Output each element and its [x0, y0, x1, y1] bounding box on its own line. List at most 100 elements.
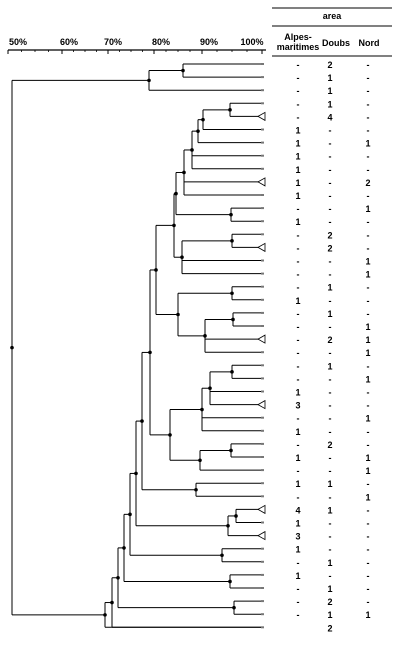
table-cell: - [329, 152, 332, 162]
leaf-marker [261, 429, 264, 432]
leaf-marker [261, 207, 264, 210]
leaf-marker [261, 154, 264, 157]
dendrogram-node [228, 579, 232, 584]
table-cell: 1 [365, 335, 370, 345]
dendrogram-leaves [257, 63, 266, 629]
leaf-marker [261, 416, 264, 419]
table-cell: - [367, 152, 370, 162]
table-cell: - [297, 414, 300, 424]
table-cell: - [367, 558, 370, 568]
table-cell: 2 [365, 178, 370, 188]
table-cell: 1 [295, 571, 300, 581]
table-cell: 2 [327, 230, 332, 240]
dendrogram-node [140, 419, 144, 423]
dendrogram-node [110, 600, 114, 605]
table-cell: 1 [295, 178, 300, 188]
dendrogram-node [181, 68, 185, 73]
dendrogram-node [208, 386, 212, 391]
table-cell: 1 [365, 492, 370, 502]
table-cell: 1 [295, 296, 300, 306]
leaf-cluster-marker [257, 334, 266, 344]
table-cell: 1 [365, 414, 370, 424]
dendrogram-node [134, 471, 138, 476]
table-cell: 1 [327, 86, 332, 96]
table-cell: 1 [295, 126, 300, 136]
table-cell: 3 [295, 401, 300, 411]
table-cell: - [297, 86, 300, 96]
table-cell: - [297, 243, 300, 253]
leaf-marker [261, 76, 264, 79]
table-cell: - [367, 296, 370, 306]
table-cell: 1 [295, 388, 300, 398]
table-cell: 1 [295, 427, 300, 437]
dendrogram-node [226, 523, 230, 528]
table-cell: - [329, 414, 332, 424]
scale-tick-label: 80% [152, 37, 170, 47]
table-cell: - [297, 361, 300, 371]
area-table-header: area Alpes- maritimes Doubs Nord [272, 7, 392, 57]
table-cell: - [367, 361, 370, 371]
table-cell: - [329, 571, 332, 581]
table-cell: 1 [295, 545, 300, 555]
table-cell: - [329, 427, 332, 437]
column-header-doubs: Doubs [322, 38, 350, 48]
table-cell: - [297, 99, 300, 109]
table-cell: 1 [327, 73, 332, 83]
leaf-marker [261, 377, 264, 380]
dendrogram-nodes [10, 68, 238, 617]
table-cell: - [297, 335, 300, 345]
table-cell: 1 [295, 217, 300, 227]
table-cell: 1 [327, 584, 332, 594]
table-cell: - [329, 453, 332, 463]
leaf-marker [261, 469, 264, 472]
dendrogram-node [220, 553, 224, 558]
dendrogram-node [234, 514, 238, 518]
table-cell: 1 [295, 453, 300, 463]
leaf-marker [261, 325, 264, 327]
table-cell: - [367, 126, 370, 136]
table-cell: - [329, 217, 332, 227]
table-cell: - [367, 243, 370, 253]
table-cell: - [297, 322, 300, 332]
table-cell: 2 [327, 597, 332, 607]
table-cell: - [367, 73, 370, 83]
table-cell: - [297, 230, 300, 240]
table-cell: - [367, 519, 370, 529]
table-cell: 1 [327, 505, 332, 515]
dendrogram-node [230, 239, 234, 243]
table-cell: - [297, 597, 300, 607]
dendrogram-node [230, 291, 234, 296]
dendrogram-node [194, 487, 198, 492]
leaf-cluster-marker [257, 177, 266, 187]
table-cell: - [329, 126, 332, 136]
leaf-marker [261, 272, 264, 275]
table-cell: 1 [365, 270, 370, 280]
table-cell: - [297, 257, 300, 267]
table-cell: 1 [327, 99, 332, 109]
column-header-alpes-line2: maritimes [277, 42, 320, 52]
column-header-alpes-line1: Alpes- [284, 32, 312, 42]
leaf-marker [261, 547, 264, 550]
dendrogram-node [103, 613, 107, 617]
dendrogram-tree [11, 63, 262, 628]
leaf-marker [261, 311, 264, 314]
dendrogram-node [182, 170, 186, 175]
scale-tick-label: 90% [200, 37, 218, 47]
leaf-marker [261, 626, 264, 629]
table-cell: 2 [327, 243, 332, 253]
dendrogram-node [232, 605, 236, 610]
table-cell: - [367, 571, 370, 581]
leaf-marker [261, 285, 264, 288]
table-cell: 2 [327, 440, 332, 450]
dendrogram-node [231, 317, 235, 322]
leaf-marker [261, 63, 264, 65]
table-cell: - [329, 374, 332, 384]
table-cell: 1 [365, 374, 370, 384]
dendrogram-node [190, 148, 194, 152]
dendrogram-node [198, 458, 202, 463]
dendrogram-node [128, 512, 132, 517]
leaf-marker [261, 233, 264, 236]
table-cell: - [329, 466, 332, 476]
dendrogram-node [172, 223, 176, 228]
